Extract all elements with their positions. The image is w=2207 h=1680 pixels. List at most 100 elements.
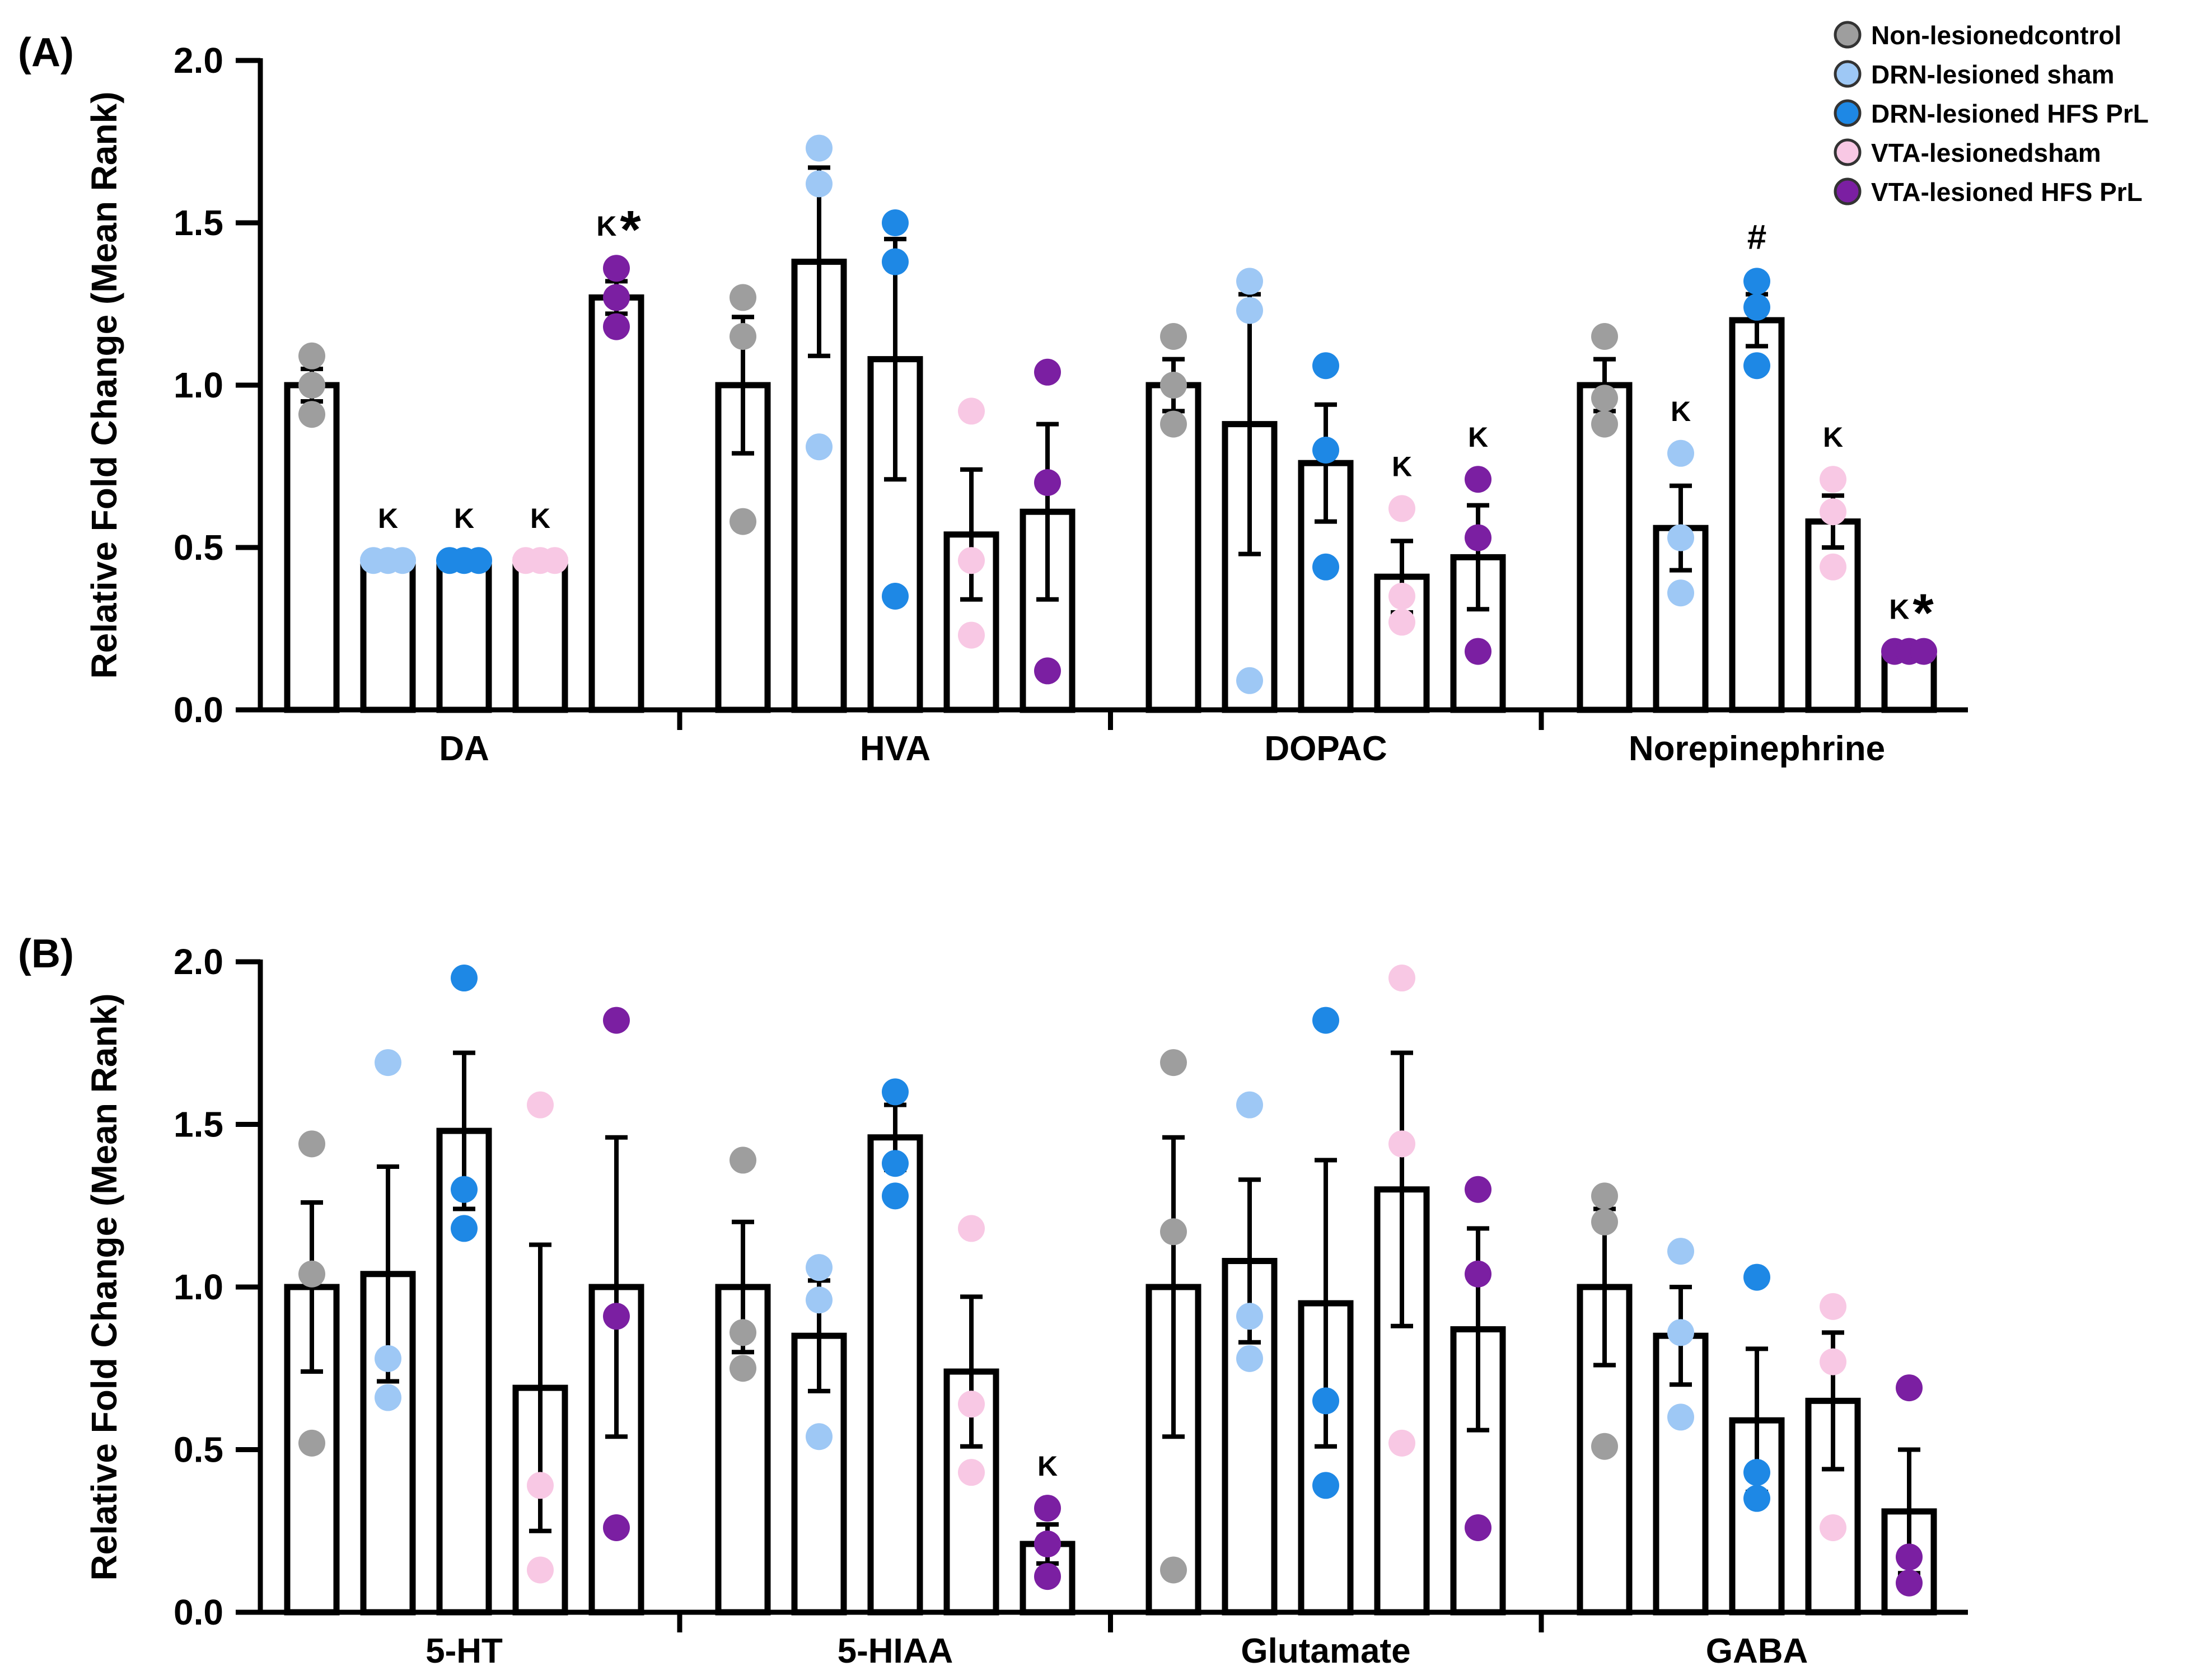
data-point <box>882 1150 909 1177</box>
data-point <box>1820 1348 1846 1375</box>
data-point <box>1820 498 1846 526</box>
legend-label: DRN-lesioned sham <box>1871 60 2115 89</box>
legend-marker <box>1834 99 1862 127</box>
bar <box>588 294 644 713</box>
data-point <box>1312 553 1339 581</box>
data-point <box>1591 323 1618 350</box>
y-tick-label: 2.0 <box>174 40 223 81</box>
data-point <box>1236 297 1263 324</box>
data-point <box>1591 1433 1618 1460</box>
significance-label: K <box>1823 422 1843 453</box>
data-point <box>1312 1007 1339 1034</box>
y-tick-label: 2.0 <box>174 942 223 982</box>
data-point <box>375 1384 401 1411</box>
y-tick-label: 0.0 <box>174 690 223 730</box>
data-point <box>1312 352 1339 380</box>
data-point <box>1465 638 1491 665</box>
category-label: Norepinephrine <box>1629 729 1885 768</box>
bar <box>1450 554 1506 713</box>
y-axis-label: Relative Fold Change (Mean Rank) <box>84 993 124 1580</box>
y-tick-label: 1.5 <box>174 1105 223 1145</box>
data-point <box>1312 1387 1339 1415</box>
panel-label: (B) <box>18 932 74 976</box>
y-tick-label: 0.5 <box>174 1430 223 1470</box>
legend-marker <box>1834 138 1862 166</box>
data-point <box>1236 1345 1263 1372</box>
data-point <box>1743 1263 1770 1291</box>
data-point <box>298 1429 325 1457</box>
data-point <box>1236 1091 1263 1119</box>
legend-marker <box>1834 60 1862 88</box>
data-point <box>1591 385 1618 412</box>
y-tick-label: 0.0 <box>174 1592 223 1632</box>
data-point <box>375 1345 401 1372</box>
panel-label: (A) <box>18 30 74 75</box>
significance-label: K* <box>596 200 641 260</box>
data-point <box>1034 1530 1061 1557</box>
data-point <box>1160 1049 1187 1077</box>
data-point <box>298 1260 325 1288</box>
data-point <box>1312 437 1339 464</box>
significance-label: K <box>378 503 398 534</box>
data-point <box>1388 609 1415 636</box>
bar <box>867 1134 923 1616</box>
significance-label: K <box>1671 396 1691 427</box>
significance-label: K <box>1037 1450 1058 1482</box>
data-point <box>1034 657 1061 685</box>
legend: Non-lesionedcontrol DRN-lesioned sham DRN-… <box>1834 21 2149 207</box>
data-point <box>806 433 833 461</box>
data-point <box>1820 466 1846 493</box>
data-point <box>1743 293 1770 321</box>
significance-label: K <box>1392 451 1412 482</box>
data-point <box>806 1254 833 1281</box>
data-point <box>1591 1182 1618 1210</box>
significance-hash: # <box>1747 218 1766 256</box>
data-point <box>806 134 833 162</box>
data-point <box>603 284 630 311</box>
bar <box>1577 382 1633 713</box>
data-point <box>1465 524 1491 551</box>
data-point <box>451 1215 478 1242</box>
data-point <box>730 1319 756 1346</box>
data-point <box>1591 1208 1618 1236</box>
data-point <box>958 547 985 574</box>
data-point <box>1465 1514 1491 1541</box>
data-point <box>1388 583 1415 610</box>
bar <box>512 557 568 713</box>
bar <box>1145 382 1201 713</box>
bar <box>791 1332 847 1616</box>
panel-a: (A)Relative Fold Change (Mean Rank) 0.0 0.… <box>18 30 1968 768</box>
significance-label: K <box>1468 422 1488 453</box>
bar <box>1805 518 1861 713</box>
data-point <box>1034 469 1061 496</box>
data-point <box>603 1007 630 1034</box>
data-point <box>1743 352 1770 380</box>
data-point <box>1236 268 1263 295</box>
data-point <box>1034 358 1061 386</box>
data-point <box>1236 667 1263 694</box>
y-tick-label: 1.0 <box>174 365 223 405</box>
bar <box>436 557 492 713</box>
data-point <box>1465 466 1491 493</box>
y-tick-label: 0.5 <box>174 527 223 568</box>
data-point <box>958 621 985 649</box>
data-point <box>1388 1130 1415 1158</box>
data-point <box>1896 1374 1923 1402</box>
bar <box>791 259 847 713</box>
data-point <box>1667 579 1694 607</box>
data-point <box>1388 495 1415 522</box>
data-point <box>1910 638 1937 665</box>
data-point <box>730 323 756 350</box>
data-point <box>1160 1556 1187 1584</box>
data-point <box>1820 1514 1846 1541</box>
data-point <box>1312 1472 1339 1499</box>
data-point <box>1667 439 1694 467</box>
significance-label: K <box>454 503 474 534</box>
category-label: DA <box>439 729 489 768</box>
legend-label: DRN-lesioned HFS PrL <box>1871 99 2149 128</box>
category-label: 5-HT <box>425 1632 503 1670</box>
legend-label: VTA-lesionedsham <box>1871 138 2101 167</box>
data-point <box>806 170 833 198</box>
data-point <box>730 1355 756 1382</box>
